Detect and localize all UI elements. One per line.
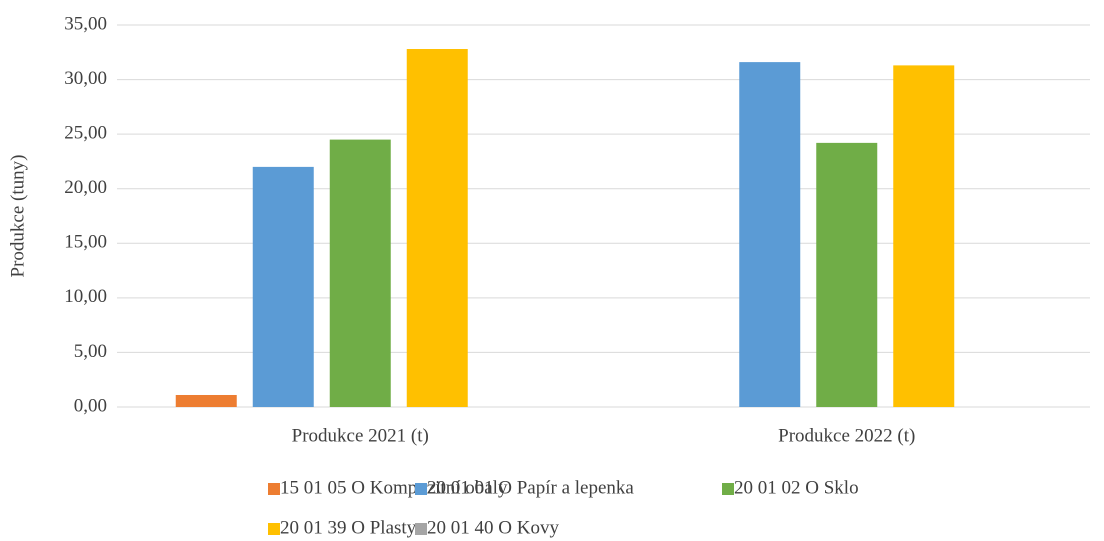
bar	[175, 394, 237, 407]
y-tick-label: 10,00	[64, 286, 107, 307]
legend-label: 20 01 39 O Plasty	[280, 517, 417, 538]
bar	[252, 166, 314, 407]
y-tick-label: 15,00	[64, 232, 107, 253]
legend-swatch	[722, 483, 734, 495]
legend-swatch	[268, 483, 280, 495]
legend-swatch	[268, 523, 280, 535]
y-tick-label: 30,00	[64, 68, 107, 89]
legend-label: 20 01 40 O Kovy	[427, 517, 559, 538]
legend-label: 20 01 02 O Sklo	[734, 477, 859, 498]
bar	[893, 65, 955, 407]
bar	[816, 142, 878, 408]
x-tick-label: Produkce 2022 (t)	[778, 425, 915, 446]
legend-swatch	[415, 483, 427, 495]
bar	[406, 49, 468, 408]
legend-label: 15 01 05 O Kompozitní obaly	[280, 477, 508, 498]
bar	[739, 62, 801, 407]
y-tick-label: 0,00	[74, 395, 107, 416]
y-tick-label: 5,00	[74, 341, 107, 362]
bar	[329, 139, 391, 407]
legend-label: 20 01 01 O Papír a lepenka	[427, 477, 634, 498]
x-tick-label: Produkce 2021 (t)	[292, 425, 429, 446]
y-tick-label: 25,00	[64, 123, 107, 144]
y-axis-label: Produkce (tuny)	[7, 155, 28, 278]
legend-swatch	[415, 523, 427, 535]
y-tick-label: 20,00	[64, 177, 107, 198]
y-tick-label: 35,00	[64, 13, 107, 34]
